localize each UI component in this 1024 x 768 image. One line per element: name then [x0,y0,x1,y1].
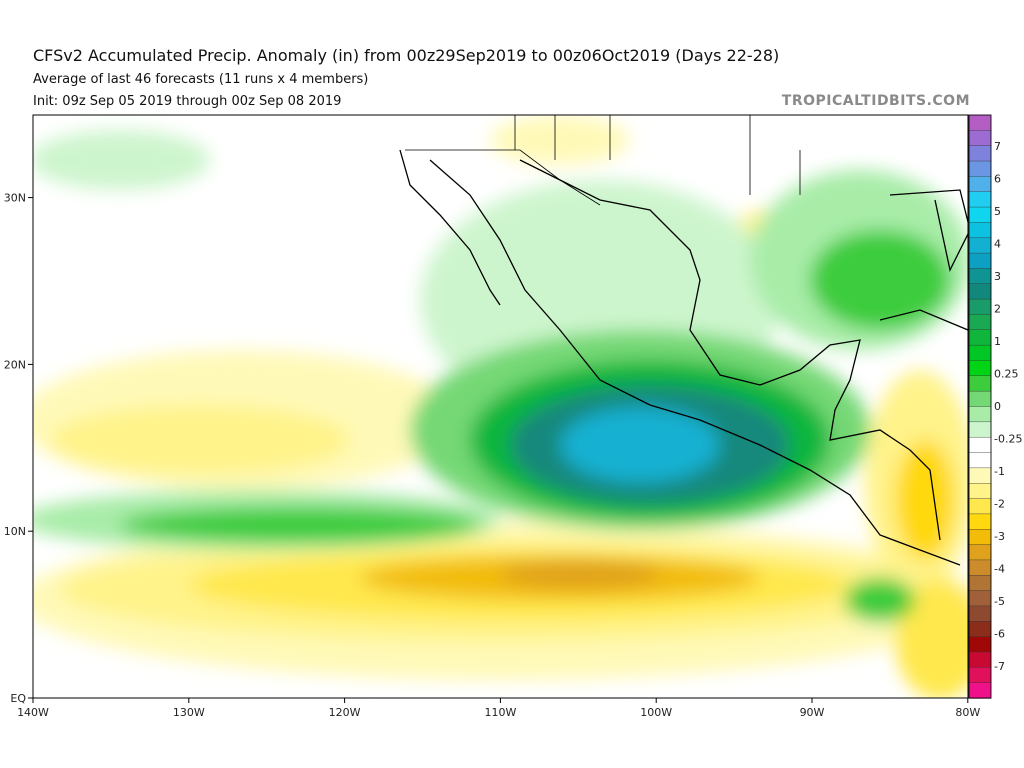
colorbar-label: -3 [994,530,1005,543]
lat-label: EQ [10,692,26,705]
anomaly-field [33,115,968,698]
colorbar-bin [968,636,992,653]
colorbar-bin [968,436,992,454]
lon-label: 130W [173,706,205,719]
colorbar-label: 4 [994,238,1001,251]
colorbar-bin [968,283,992,300]
lat-label: 10N [4,525,26,538]
colorbar-label: -4 [994,563,1005,576]
colorbar-bin [968,344,992,362]
lon-label: 100W [640,706,672,719]
coastlines [399,149,968,566]
init-time: Init: 09z Sep 05 2019 through 00z Sep 08… [33,94,342,109]
colorbar-bin [968,544,992,561]
colorbar-bin [968,483,992,500]
lon-label: 90W [800,706,825,719]
lat-label: 20N [4,358,26,371]
colorbar-bin [968,222,992,239]
colorbar-label: 5 [994,205,1001,218]
colorbar-label: 7 [994,140,1001,153]
lon-label: 120W [329,706,361,719]
colorbar-bin [968,605,992,622]
colorbar-label: -5 [994,595,1005,608]
colorbar-bin [968,329,992,346]
chart-title: CFSv2 Accumulated Precip. Anomaly (in) f… [33,46,780,65]
colorbar-bin [968,237,992,254]
colorbar-label: 0.25 [994,368,1019,381]
lon-label: 140W [17,706,49,719]
lon-label: 110W [484,706,516,719]
colorbar-bin [968,252,992,270]
colorbar-bin [968,682,992,699]
colorbar-bin [968,406,992,423]
colorbar: 7 6 5 4 3 2 1 0.25 0 -0.25 -1 -2 -3 -4 -5 -6 -7 [968,114,1022,699]
colorbar-bin [968,467,992,484]
colorbar-label: 1 [994,335,1001,348]
colorbar-bin [968,421,992,438]
colorbar-label: -2 [994,498,1005,511]
colorbar-bin [968,191,992,208]
colorbar-bin [968,298,992,316]
colorbar-bin [968,498,992,515]
colorbar-bin [968,268,992,285]
colorbar-bin [968,314,992,331]
colorbar-bin [968,575,992,592]
colorbar-label: 3 [994,270,1001,283]
colorbar-bin [968,529,992,546]
chart-subtitle: Average of last 46 forecasts (11 runs x … [33,72,369,87]
colorbar-bin [968,651,992,669]
colorbar-bin [968,513,992,530]
colorbar-bin [968,160,992,178]
colorbar-bin [968,206,992,224]
colorbar-bin [968,114,992,132]
colorbar-label: 2 [994,303,1001,316]
colorbar-label: -0.25 [994,433,1022,446]
colorbar-bin [968,176,992,193]
colorbar-bin [968,130,992,147]
colorbar-bin [968,667,992,684]
colorbar-label: -1 [994,465,1005,478]
colorbar-frame [968,114,992,699]
lon-label: 80W [955,706,980,719]
colorbar-bin [968,590,992,607]
colorbar-label: 6 [994,173,1001,186]
colorbar-label: -7 [994,660,1005,673]
colorbar-bin [968,360,992,377]
colorbar-bin [968,145,992,162]
colorbar-bin [968,390,992,408]
watermark: TROPICALTIDBITS.COM [781,93,970,109]
colorbar-bin [968,621,992,638]
colorbar-bin [968,559,992,576]
colorbar-label: -6 [994,628,1005,641]
colorbar-bin [968,375,992,392]
colorbar-bin [968,452,992,469]
lat-label: 30N [4,192,26,205]
borders [405,115,801,206]
colorbar-label: 0 [994,400,1001,413]
